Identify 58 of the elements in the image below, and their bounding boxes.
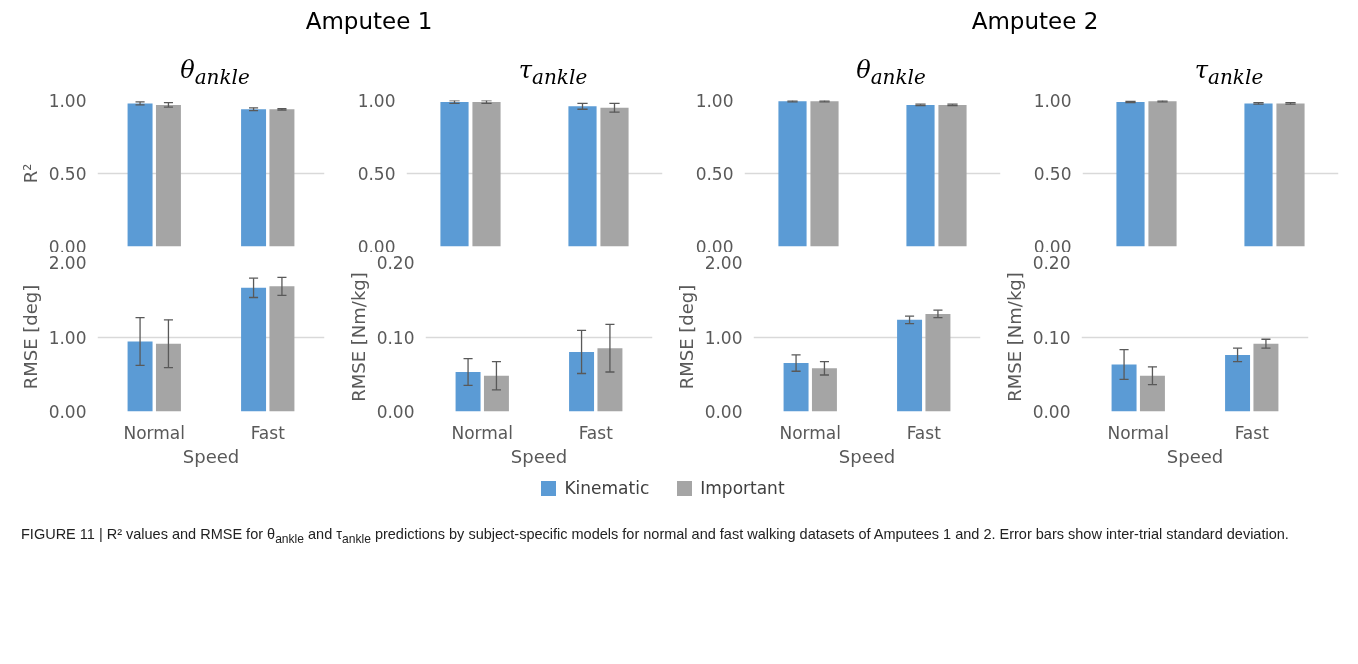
y-tick-label: 0.10 (376, 327, 415, 348)
bar (925, 313, 951, 412)
text: Amputee 1 (304, 7, 434, 36)
bar (1253, 343, 1279, 412)
bar (1225, 354, 1251, 412)
y-axis-title: RMSE [deg] (675, 284, 697, 390)
x-axis-title: Speed (838, 445, 896, 467)
x-tick-label: Fast (1234, 422, 1270, 443)
legend-label: Important (700, 478, 785, 498)
bar (455, 372, 481, 412)
bar (569, 351, 595, 412)
caption: FIGURE 11 | R² values and RMSE for θ$_{ankle}$ and τ$_{ankle}$ predictions by subject-specific models for normal and fast walking datasets of Amputees 1 and 2. Error bars show inter-trial standard deviation. (21, 525, 1290, 548)
bar (811, 368, 837, 412)
bar (241, 287, 267, 412)
x-axis-title: Speed (182, 445, 240, 467)
x-tick-label: Normal (451, 422, 514, 443)
bar (155, 343, 181, 412)
y-tick-label: 0.50 (695, 164, 734, 184)
bar (269, 286, 295, 412)
y-tick-label: 0.00 (376, 402, 415, 422)
y-tick-label: 0.00 (48, 402, 87, 422)
chart-title: θ$_{ankle}$ (179, 55, 251, 91)
y-tick-label: 1.00 (704, 327, 743, 348)
legend-label: Kinematic (564, 478, 650, 498)
y-tick-label: 1.00 (695, 91, 734, 111)
x-axis-title: Speed (1166, 445, 1224, 467)
y-axis-title: R² (19, 163, 41, 184)
bar (1139, 375, 1165, 412)
x-tick-label: Normal (123, 422, 186, 443)
bar (897, 319, 923, 412)
y-tick-label: 0.10 (1032, 327, 1071, 348)
y-axis-title: RMSE [deg] (19, 284, 41, 390)
y-tick-label: 0.50 (1033, 164, 1072, 184)
y-axis-title: RMSE [Nm/kg] (347, 272, 369, 402)
x-tick-label: Fast (578, 422, 614, 443)
y-tick-label: 0.00 (704, 402, 743, 422)
bar (483, 375, 509, 412)
y-tick-label: 0.50 (357, 164, 396, 184)
y-tick-label: 0.50 (48, 164, 87, 184)
y-tick-label: 0.00 (1032, 402, 1071, 422)
x-tick-label: Normal (779, 422, 842, 443)
y-tick-label: 1.00 (48, 327, 87, 348)
x-tick-label: Fast (250, 422, 286, 443)
y-axis-title: RMSE [Nm/kg] (1003, 272, 1025, 402)
y-tick-label: 1.00 (357, 91, 396, 111)
x-axis-title: Speed (510, 445, 568, 467)
bar (783, 363, 809, 412)
bar (597, 348, 623, 412)
y-tick-label: 1.00 (48, 91, 87, 111)
bar (1111, 364, 1137, 412)
text: Amputee 2 (970, 7, 1100, 36)
x-tick-label: Normal (1107, 422, 1170, 443)
x-tick-label: Fast (906, 422, 942, 443)
chart-title: τ$_{ankle}$ (1193, 55, 1265, 91)
bar (127, 341, 153, 412)
chart-title: θ$_{ankle}$ (855, 55, 927, 91)
y-tick-label: 1.00 (1033, 91, 1072, 111)
chart-title: τ$_{ankle}$ (517, 55, 589, 91)
